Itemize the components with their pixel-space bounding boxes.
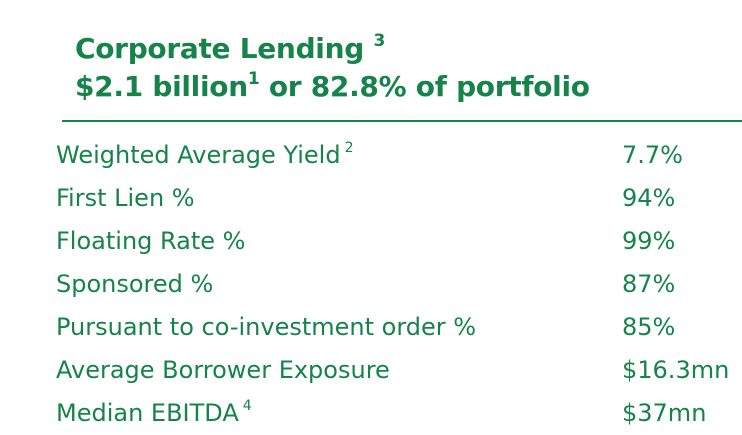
metric-label: Pursuant to co-investment order % [56,313,477,341]
metric-label-text: Median EBITDA [56,399,239,427]
metric-value: $16.3mn [622,356,730,384]
section-subtitle: $2.1 billion1 or 82.8% of portfolio [75,68,590,106]
title-block: Corporate Lending 3 $2.1 billion1 or 82.… [75,30,590,106]
portfolio-amount: $2.1 billion [75,70,248,103]
metric-label-text: Weighted Average Yield [56,141,341,169]
metrics-list: Weighted Average Yield 2 7.7% First Lien … [56,134,736,435]
metric-row-sponsored: Sponsored % 87% [56,263,736,306]
section-title-footnote: 3 [373,30,385,51]
metric-row-weighted-average-yield: Weighted Average Yield 2 7.7% [56,134,736,177]
metric-value: 85% [622,313,676,341]
metric-label: Median EBITDA 4 [56,392,252,435]
metric-row-first-lien: First Lien % 94% [56,177,736,220]
metric-label: First Lien % [56,184,195,212]
metric-row-average-borrower-exposure: Average Borrower Exposure $16.3mn [56,349,736,392]
portfolio-share: or 82.8% of portfolio [259,70,590,103]
metric-value: 99% [622,227,676,255]
metric-label: Weighted Average Yield 2 [56,134,354,177]
metric-label: Sponsored % [56,270,214,298]
portfolio-amount-footnote: 1 [247,68,260,89]
section-title-text: Corporate Lending [75,32,364,65]
metric-value: 7.7% [622,141,683,169]
metric-value: 87% [622,270,676,298]
metric-label: Floating Rate % [56,227,246,255]
metric-value: 94% [622,184,676,212]
metric-row-co-investment: Pursuant to co-investment order % 85% [56,306,736,349]
metric-footnote: 2 [344,140,354,156]
header-divider [62,120,742,122]
section-title: Corporate Lending 3 [75,30,590,68]
metric-row-median-ebitda: Median EBITDA 4 $37mn [56,392,736,435]
metric-row-floating-rate: Floating Rate % 99% [56,220,736,263]
metric-label: Average Borrower Exposure [56,356,390,384]
metric-value: $37mn [622,399,707,427]
metric-footnote: 4 [242,398,252,414]
